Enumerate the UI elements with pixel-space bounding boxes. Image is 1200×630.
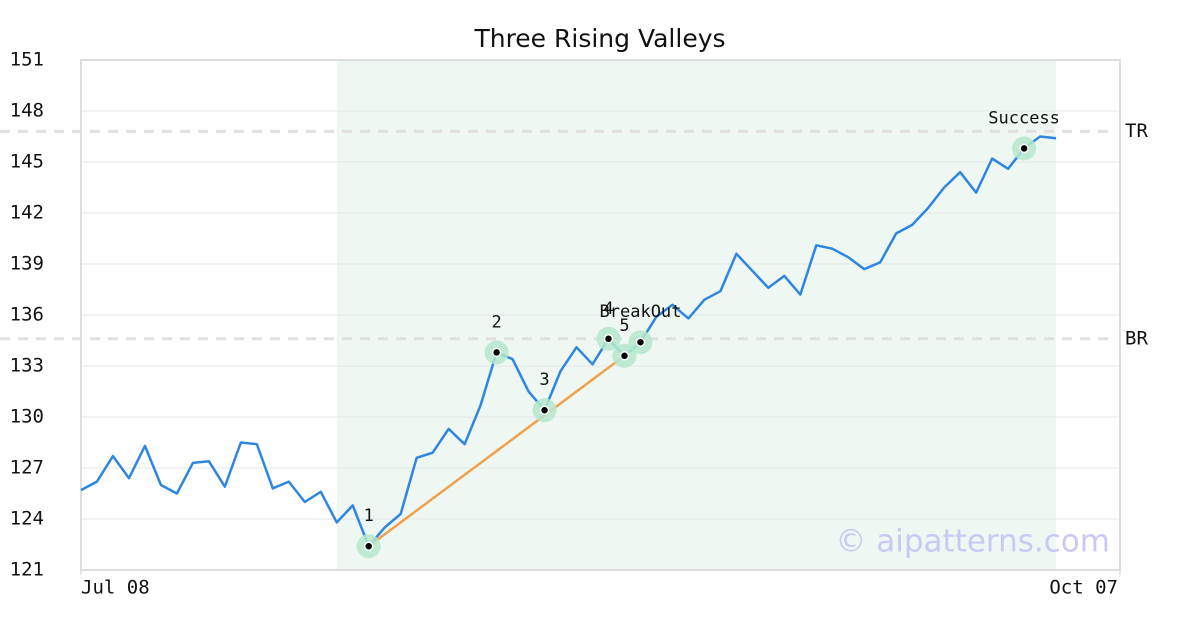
level-label: TR [1125,120,1148,142]
chart-title: Three Rising Valleys [473,24,725,53]
price-line [80,135,1057,548]
y-tick-label: 130 [10,406,44,428]
x-tick-label: Oct 07 [1049,577,1118,599]
pattern-point [491,347,502,358]
pattern-point [1019,143,1029,154]
watermark: © aipatterns.com [835,524,1110,560]
annotation-label: BreakOut [600,302,682,322]
pattern-point [619,351,630,361]
y-tick-label: 139 [10,253,44,275]
y-tick-label: 133 [10,355,44,377]
pattern-point [603,334,614,344]
pattern-point [635,337,646,347]
y-tick-label: 151 [10,49,44,71]
y-tick-label: 148 [10,100,44,122]
x-tick-label: Jul 08 [81,577,150,599]
annotation-label: 1 [364,506,374,526]
annotation-label: 5 [619,316,629,336]
y-tick-label: 127 [10,457,44,479]
annotation-label: 4 [603,299,613,319]
y-tick-label: 124 [10,508,44,530]
level-label: BR [1125,327,1148,349]
pattern-point [363,541,374,551]
y-tick-label: 145 [10,151,44,173]
y-tick-label: 142 [10,202,44,224]
annotation-label: Success [988,108,1060,128]
annotation-label: 2 [491,312,501,332]
pattern-point [539,405,550,415]
y-tick-label: 121 [10,559,44,581]
trendline [367,354,626,548]
y-tick-label: 136 [10,304,44,326]
plot-frame [80,59,1121,571]
annotation-label: 3 [539,370,549,390]
